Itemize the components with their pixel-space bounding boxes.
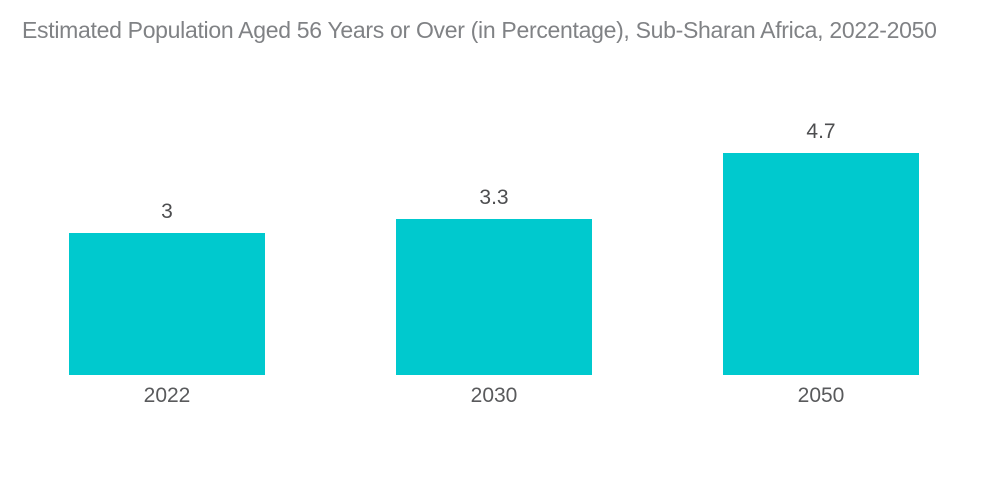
bar-value-label: 3.3 <box>479 186 509 209</box>
x-axis-label: 2022 <box>143 384 191 407</box>
bar-value-label: 4.7 <box>806 120 836 143</box>
bar-2022 <box>69 233 265 375</box>
chart-title: Estimated Population Aged 56 Years or Ov… <box>22 17 937 43</box>
bar-group-2030: 3.3 <box>396 185 592 375</box>
bar-2030 <box>396 219 592 375</box>
bar-group-2050: 4.7 <box>723 119 919 375</box>
bar-2050 <box>723 153 919 375</box>
bar-value-label: 3 <box>161 200 173 223</box>
bar-group-2022: 3 <box>69 199 265 375</box>
x-axis-label: 2050 <box>797 384 845 407</box>
x-axis-label: 2030 <box>470 384 518 407</box>
